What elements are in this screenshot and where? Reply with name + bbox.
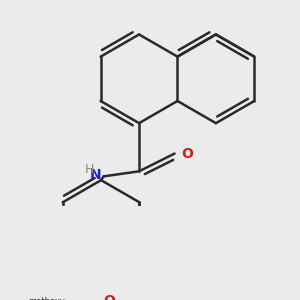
Text: O: O: [103, 293, 116, 300]
Text: H: H: [85, 163, 94, 176]
Text: O: O: [181, 147, 193, 160]
Text: N: N: [89, 168, 101, 182]
Text: methoxy: methoxy: [29, 297, 66, 300]
